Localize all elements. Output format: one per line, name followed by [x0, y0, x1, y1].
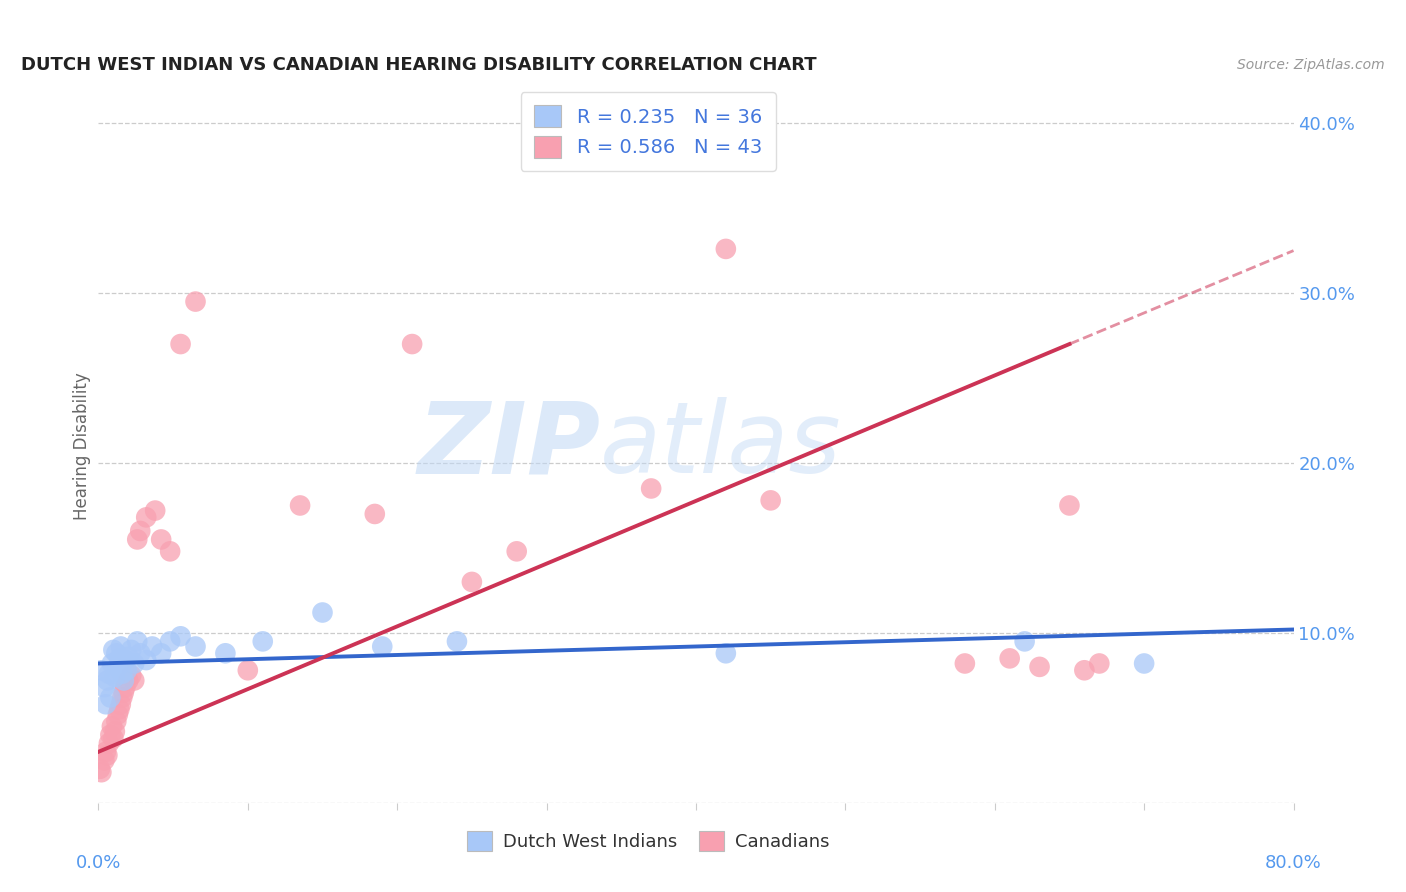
Point [364, 507, 387, 521]
Point [159, 544, 181, 558]
Point [89, 762, 111, 776]
Point [159, 634, 181, 648]
Point [1073, 663, 1095, 677]
Point [311, 606, 333, 620]
Point [288, 499, 311, 513]
Point [150, 646, 173, 660]
Point [135, 653, 157, 667]
Point [759, 493, 782, 508]
Text: DUTCH WEST INDIAN VS CANADIAN HEARING DISABILITY CORRELATION CHART: DUTCH WEST INDIAN VS CANADIAN HEARING DI… [21, 56, 817, 74]
Point [124, 673, 146, 688]
Point [101, 719, 124, 733]
Point [120, 643, 142, 657]
Point [110, 640, 132, 654]
Point [214, 646, 236, 660]
Point [714, 646, 737, 660]
Point [97, 666, 120, 681]
Point [1088, 657, 1111, 671]
Point [111, 666, 134, 681]
Point [129, 524, 152, 538]
Point [120, 668, 142, 682]
Point [94, 698, 117, 712]
Point [640, 482, 662, 496]
Point [124, 657, 146, 671]
Point [150, 533, 173, 547]
Text: Source: ZipAtlas.com: Source: ZipAtlas.com [1237, 58, 1385, 72]
Point [103, 731, 125, 746]
Point [953, 657, 976, 671]
Point [104, 670, 127, 684]
Point [1028, 660, 1050, 674]
Point [169, 629, 191, 643]
Point [1059, 499, 1081, 513]
Point [111, 690, 134, 705]
Point [1014, 634, 1036, 648]
Point [90, 663, 112, 677]
Point [108, 702, 131, 716]
Point [446, 634, 468, 648]
Point [90, 765, 112, 780]
Point [105, 714, 128, 729]
Point [98, 690, 122, 705]
Point [105, 646, 128, 660]
Point [143, 503, 166, 517]
Point [112, 685, 135, 699]
Point [184, 640, 207, 654]
Point [114, 653, 136, 667]
Point [127, 533, 149, 547]
Point [97, 736, 120, 750]
Y-axis label: Hearing Disability: Hearing Disability [73, 372, 91, 520]
Point [110, 698, 132, 712]
Point [401, 337, 423, 351]
Point [112, 673, 135, 688]
Text: 0.0%: 0.0% [76, 854, 121, 871]
Point [94, 745, 117, 759]
Point [104, 724, 127, 739]
Point [371, 640, 394, 654]
Text: atlas: atlas [600, 398, 842, 494]
Point [236, 663, 259, 677]
Point [1133, 657, 1156, 671]
Point [506, 544, 529, 558]
Point [169, 337, 191, 351]
Point [135, 510, 157, 524]
Point [714, 242, 737, 256]
Point [93, 753, 115, 767]
Text: 80.0%: 80.0% [1265, 854, 1322, 871]
Point [252, 634, 274, 648]
Point [129, 646, 152, 660]
Point [141, 640, 163, 654]
Legend: Dutch West Indians, Canadians: Dutch West Indians, Canadians [460, 823, 837, 858]
Point [184, 294, 207, 309]
Point [96, 748, 118, 763]
Point [127, 634, 149, 648]
Point [98, 728, 122, 742]
Point [115, 663, 138, 677]
Point [461, 574, 484, 589]
Point [117, 673, 139, 688]
Point [998, 651, 1021, 665]
Point [114, 680, 136, 694]
Point [101, 657, 124, 671]
Point [108, 651, 131, 665]
Point [107, 707, 129, 722]
Point [107, 660, 129, 674]
Point [117, 649, 139, 664]
Text: ZIP: ZIP [418, 398, 600, 494]
Point [93, 680, 115, 694]
Point [103, 643, 125, 657]
Point [96, 673, 118, 688]
